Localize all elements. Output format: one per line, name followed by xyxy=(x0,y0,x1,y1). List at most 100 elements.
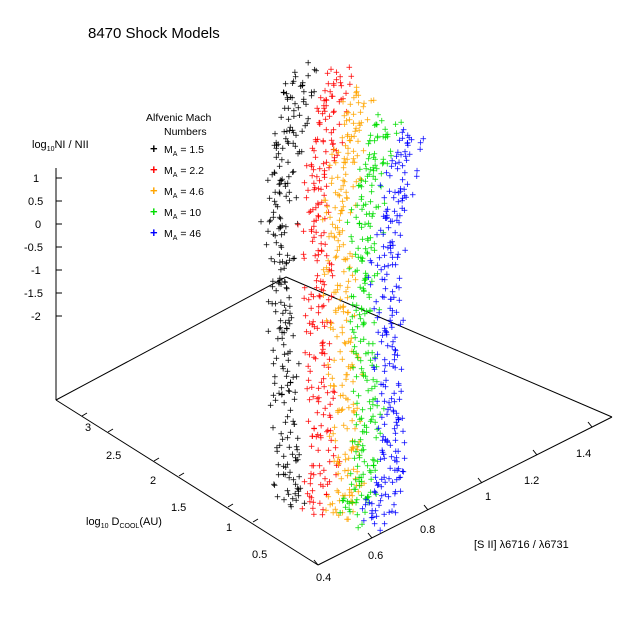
data-point: + xyxy=(330,457,338,467)
data-point: + xyxy=(374,133,382,143)
data-point: + xyxy=(345,277,353,287)
data-point: + xyxy=(265,297,273,307)
x-tick-label: 1.4 xyxy=(576,448,591,460)
data-point: + xyxy=(325,208,333,218)
data-point: + xyxy=(289,139,297,149)
data-point: + xyxy=(341,120,349,130)
data-point: + xyxy=(364,494,372,504)
data-point: + xyxy=(416,145,424,155)
data-point: + xyxy=(326,259,334,269)
data-point: + xyxy=(381,263,389,273)
data-point: + xyxy=(304,362,312,372)
data-point: + xyxy=(333,508,341,518)
data-point: + xyxy=(380,510,388,520)
data-point: + xyxy=(360,146,368,156)
data-point: + xyxy=(289,495,297,505)
data-point: + xyxy=(401,148,409,158)
data-point: + xyxy=(273,144,281,154)
data-point: + xyxy=(354,244,362,254)
data-point: + xyxy=(332,308,340,318)
data-point: + xyxy=(353,177,361,187)
data-point: + xyxy=(353,266,361,276)
data-point: + xyxy=(308,92,316,102)
data-point: + xyxy=(277,280,285,290)
data-point: + xyxy=(284,158,292,168)
data-point: + xyxy=(377,181,385,191)
data-point: + xyxy=(285,356,293,366)
data-point: + xyxy=(278,383,286,393)
data-point: + xyxy=(324,268,332,278)
data-point: + xyxy=(367,165,375,175)
data-point: + xyxy=(325,296,333,306)
data-point: + xyxy=(342,394,350,404)
data-point: + xyxy=(362,200,370,210)
data-point: + xyxy=(317,434,325,444)
data-point: + xyxy=(275,389,283,399)
data-point: + xyxy=(362,372,370,382)
data-point: + xyxy=(272,307,280,317)
data-point: + xyxy=(397,187,405,197)
data-point: + xyxy=(271,258,279,268)
data-point: + xyxy=(360,445,368,455)
data-point: + xyxy=(388,238,396,248)
data-point: + xyxy=(323,428,331,438)
data-point: + xyxy=(400,185,408,195)
data-point: + xyxy=(376,429,384,439)
data-point: + xyxy=(282,134,290,144)
legend-marker: + xyxy=(150,183,158,198)
data-point: + xyxy=(378,337,386,347)
data-point: + xyxy=(311,323,319,333)
data-point: + xyxy=(357,473,365,483)
data-point: + xyxy=(332,471,340,481)
data-point: + xyxy=(379,230,387,240)
data-point: + xyxy=(386,238,394,248)
data-point: + xyxy=(272,300,280,310)
data-point: + xyxy=(317,185,325,195)
data-point: + xyxy=(369,396,377,406)
data-point: + xyxy=(270,230,278,240)
data-point: + xyxy=(327,436,335,446)
data-point: + xyxy=(335,148,343,158)
data-point: + xyxy=(394,253,402,263)
data-point: + xyxy=(360,371,368,381)
data-point: + xyxy=(397,118,405,128)
data-point: + xyxy=(349,438,357,448)
data-point: + xyxy=(292,496,300,506)
data-point: + xyxy=(326,340,334,350)
data-point: + xyxy=(333,151,341,161)
data-point: + xyxy=(280,462,288,472)
data-point: + xyxy=(352,306,360,316)
data-point: + xyxy=(283,127,291,137)
data-point: + xyxy=(282,260,290,270)
data-point: + xyxy=(350,155,358,165)
data-point: + xyxy=(378,482,386,492)
data-point: + xyxy=(350,110,358,120)
data-point: + xyxy=(353,467,361,477)
data-point: + xyxy=(391,356,399,366)
data-point: + xyxy=(310,222,318,232)
data-point: + xyxy=(358,223,366,233)
data-point: + xyxy=(326,400,334,410)
data-point: + xyxy=(301,179,309,189)
data-point: + xyxy=(311,66,319,76)
data-point: + xyxy=(383,329,391,339)
data-point: + xyxy=(358,370,366,380)
data-point: + xyxy=(338,323,346,333)
data-point: + xyxy=(281,278,289,288)
data-point: + xyxy=(354,137,362,147)
data-point: + xyxy=(352,276,360,286)
data-point: + xyxy=(299,505,307,515)
data-point: + xyxy=(314,247,322,257)
data-point: + xyxy=(279,365,287,375)
data-point: + xyxy=(355,253,363,263)
data-point: + xyxy=(364,493,372,503)
data-point: + xyxy=(404,139,412,149)
data-point: + xyxy=(320,266,328,276)
data-point: + xyxy=(332,224,340,234)
data-point: + xyxy=(301,478,309,488)
data-point: + xyxy=(383,211,391,221)
data-point: + xyxy=(354,445,362,455)
data-point: + xyxy=(340,494,348,504)
data-point: + xyxy=(269,423,277,433)
tick-mark xyxy=(423,504,429,511)
